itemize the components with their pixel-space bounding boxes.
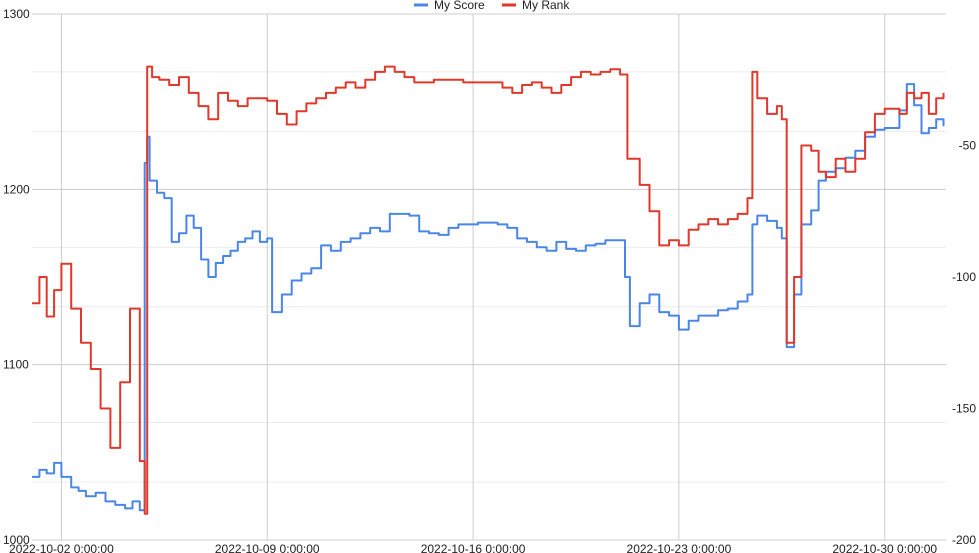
x-tick-label: 2022-10-23 0:00:00: [627, 542, 732, 553]
x-tick-label: 2022-10-02 0:00:00: [9, 542, 114, 553]
x-tick-label: 2022-10-30 0:00:00: [832, 542, 937, 553]
my-rank-line: [32, 65, 945, 515]
x-axis-ticks: 2022-10-02 0:00:00 2022-10-09 0:00:00 2022…: [9, 542, 937, 553]
right-axis-ticks: -50 -100 -150 -200: [952, 139, 976, 548]
x-tick-label: 2022-10-16 0:00:00: [421, 542, 526, 553]
x-tick-label: 2022-10-09 0:00:00: [215, 542, 320, 553]
left-tick-label: 1300: [3, 7, 30, 21]
gridlines: [32, 13, 946, 541]
left-axis-ticks: 1000 1100 1200 1300: [3, 7, 30, 547]
left-tick-label: 1200: [3, 182, 30, 196]
legend-label: My Score: [434, 0, 485, 12]
right-tick-label: -150: [952, 402, 976, 416]
left-tick-label: 1100: [3, 358, 29, 372]
series-lines: [32, 65, 945, 515]
right-tick-label: -50: [959, 139, 977, 153]
my-score-line: [32, 83, 945, 512]
legend: My Score My Rank: [414, 0, 570, 12]
right-tick-label: -100: [952, 270, 976, 284]
legend-label: My Rank: [522, 0, 570, 12]
right-tick-label: -200: [952, 533, 976, 547]
left-tick-label: 1000: [3, 533, 30, 547]
